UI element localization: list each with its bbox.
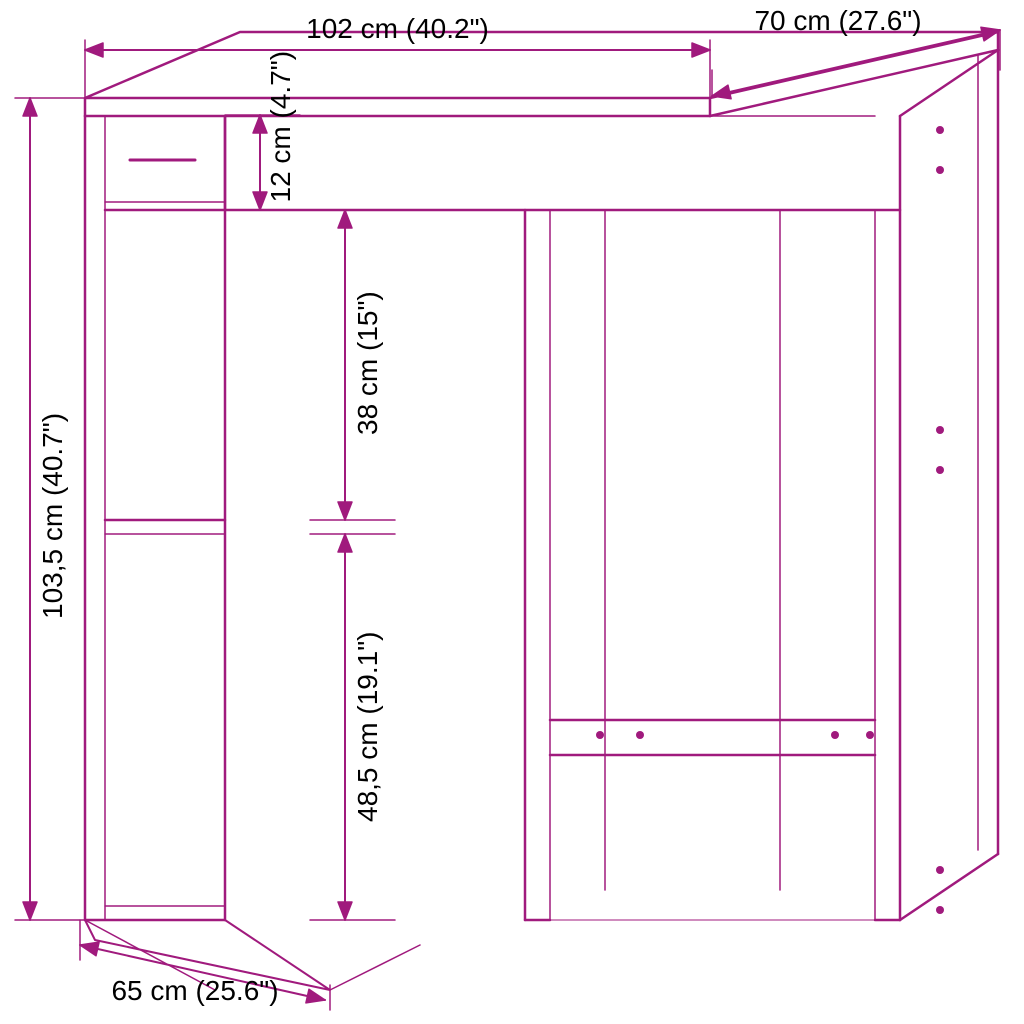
dim-total-h: 103,5 cm (40.7"): [37, 413, 68, 619]
dim-shelf-upper: 38 cm (15"): [352, 291, 383, 435]
dim-depth-top: 70 cm (27.6"): [754, 5, 921, 36]
dim-drawer-h: 12 cm (4.7"): [265, 51, 296, 203]
dim-base-depth: 65 cm (25.6"): [111, 975, 278, 1006]
dim-shelf-lower: 48,5 cm (19.1"): [352, 632, 383, 822]
dim-width-top: 102 cm (40.2"): [306, 13, 489, 44]
